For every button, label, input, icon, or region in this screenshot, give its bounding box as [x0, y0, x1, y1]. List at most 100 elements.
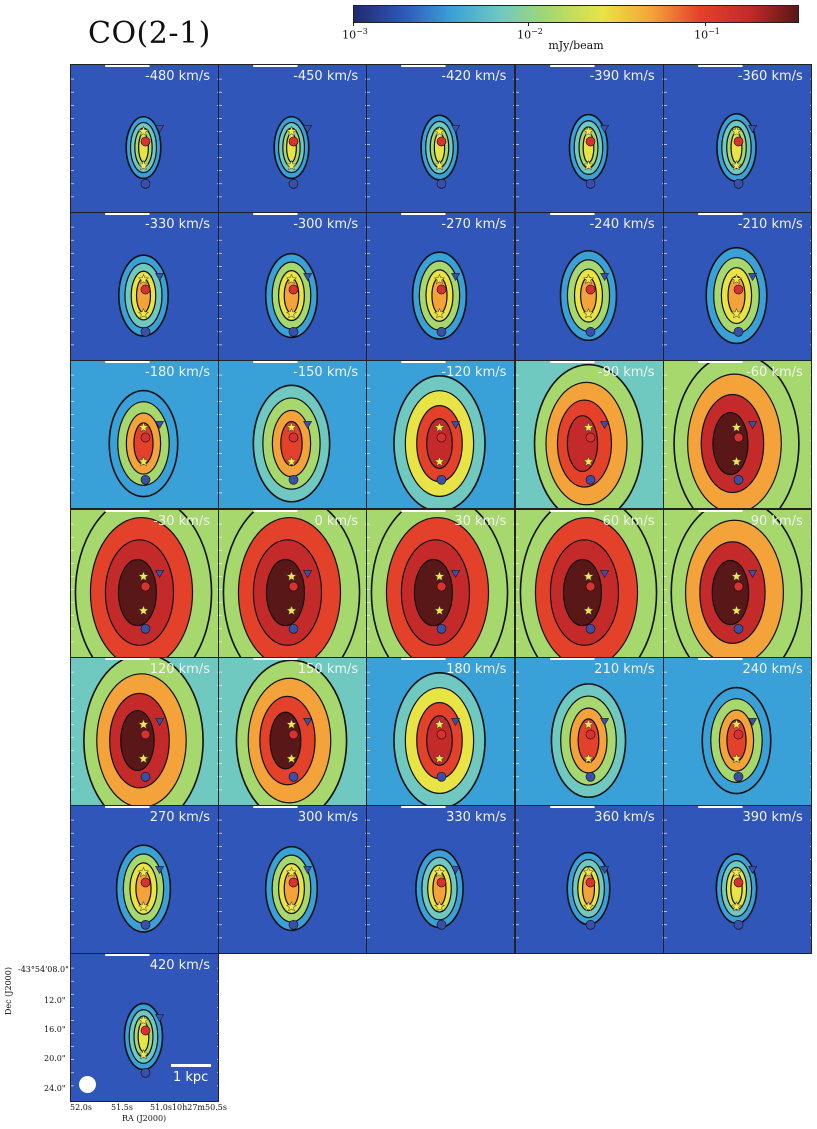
channel-map-image	[219, 657, 367, 805]
channel-panel: 420 km/s 1 kpc	[70, 953, 219, 1103]
star-marker-north	[286, 125, 298, 136]
blue-circle-marker	[733, 178, 744, 189]
triangle-marker	[155, 421, 165, 430]
star-marker-north	[730, 422, 742, 433]
blue-circle-marker	[437, 919, 447, 930]
y-tick-5: 24.0"	[44, 1084, 66, 1093]
channel-panel: -480 km/s	[70, 64, 219, 213]
star-marker-north	[138, 866, 149, 877]
star-marker-south	[582, 604, 594, 615]
emission-contour	[269, 711, 302, 770]
velocity-label: -210 km/s	[737, 217, 803, 233]
star-marker-north	[434, 125, 446, 136]
channel-map-image	[515, 806, 663, 953]
triangle-marker	[599, 125, 609, 133]
channel-map-image	[663, 509, 811, 657]
blue-circle-marker	[437, 623, 447, 634]
star-marker-north	[582, 273, 594, 285]
red-circle-marker	[140, 877, 151, 888]
star-marker-north	[286, 866, 298, 877]
star-marker-north	[730, 125, 742, 136]
channel-panel: 390 km/s	[662, 805, 812, 954]
star-marker-north	[434, 273, 446, 285]
scale-bar-label: 1 kpc	[173, 1070, 209, 1086]
velocity-label: 330 km/s	[446, 810, 507, 825]
red-circle-marker	[437, 729, 447, 740]
colorbar-label: mJy/beam	[548, 39, 604, 52]
star-marker-north	[434, 570, 446, 581]
star-marker-north	[582, 422, 594, 433]
star-marker-north	[434, 718, 446, 729]
star-marker-south	[138, 752, 149, 764]
emission-contour	[432, 871, 448, 906]
triangle-marker	[303, 421, 313, 430]
channel-map-image	[515, 65, 663, 212]
blue-circle-marker	[140, 1068, 151, 1078]
star-marker-north	[730, 273, 742, 285]
blue-circle-marker	[437, 771, 447, 782]
y-axis-label: Dec (J2000)	[4, 967, 13, 1015]
red-circle-marker	[733, 877, 744, 888]
star-marker-north	[582, 125, 594, 136]
emission-contour	[730, 131, 743, 164]
triangle-marker	[303, 866, 313, 874]
velocity-label: -30 km/s	[153, 513, 210, 529]
emission-contour	[120, 709, 155, 771]
red-circle-marker	[585, 877, 595, 888]
red-circle-marker	[437, 136, 447, 147]
star-marker-north	[286, 422, 298, 433]
channel-panel: 300 km/s	[218, 805, 368, 954]
channel-panel: -240 km/s	[514, 212, 664, 362]
blue-circle-marker	[733, 623, 744, 634]
channel-panel: -30 km/s	[70, 508, 219, 658]
star-marker-south	[582, 159, 594, 171]
star-marker-north	[582, 570, 594, 581]
red-circle-marker	[733, 433, 744, 443]
x-axis-label: RA (J2000)	[122, 1114, 167, 1123]
velocity-label: -390 km/s	[589, 69, 655, 84]
star-marker-south	[286, 900, 298, 912]
channel-map-image	[515, 509, 663, 657]
blue-circle-marker	[288, 919, 299, 930]
blue-circle-marker	[733, 475, 744, 486]
star-marker-south	[730, 308, 742, 319]
triangle-marker	[599, 569, 609, 578]
blue-circle-marker	[585, 178, 595, 189]
triangle-marker	[451, 717, 461, 726]
red-circle-marker	[585, 581, 595, 591]
star-marker-north	[138, 718, 149, 729]
triangle-marker	[451, 866, 461, 874]
star-marker-south	[138, 456, 149, 467]
channel-panel: 90 km/s	[662, 508, 812, 658]
channel-map-image	[219, 509, 367, 657]
star-marker-south	[434, 752, 446, 764]
star-marker-south	[286, 456, 298, 467]
channel-map-grid: -480 km/s -450 km/s -420 km/s -390 km/s -360…	[70, 64, 812, 1103]
blue-circle-marker	[585, 771, 595, 782]
channel-panel: 210 km/s	[514, 656, 664, 806]
channel-panel: -420 km/s	[366, 64, 516, 213]
blue-circle-marker	[288, 178, 299, 189]
emission-contour	[712, 412, 749, 476]
velocity-label: 360 km/s	[594, 810, 655, 825]
blue-circle-marker	[585, 919, 595, 930]
emission-contour	[117, 558, 158, 626]
red-circle-marker	[585, 433, 595, 443]
red-circle-marker	[140, 433, 151, 443]
y-tick-4: 20.0"	[44, 1054, 66, 1063]
red-circle-marker	[288, 877, 299, 888]
channel-map-image	[219, 806, 367, 953]
channel-map-image	[663, 657, 811, 805]
star-marker-south	[582, 900, 594, 912]
star-marker-south	[730, 900, 742, 912]
star-marker-north	[286, 273, 298, 285]
velocity-label: 150 km/s	[297, 661, 359, 677]
triangle-marker	[155, 125, 165, 133]
channel-map-image	[219, 65, 367, 212]
channel-map-image	[71, 509, 218, 657]
red-circle-marker	[733, 284, 744, 295]
star-marker-south	[138, 308, 149, 319]
triangle-marker	[155, 1014, 165, 1023]
star-marker-south	[286, 308, 298, 319]
blue-circle-marker	[288, 623, 299, 634]
